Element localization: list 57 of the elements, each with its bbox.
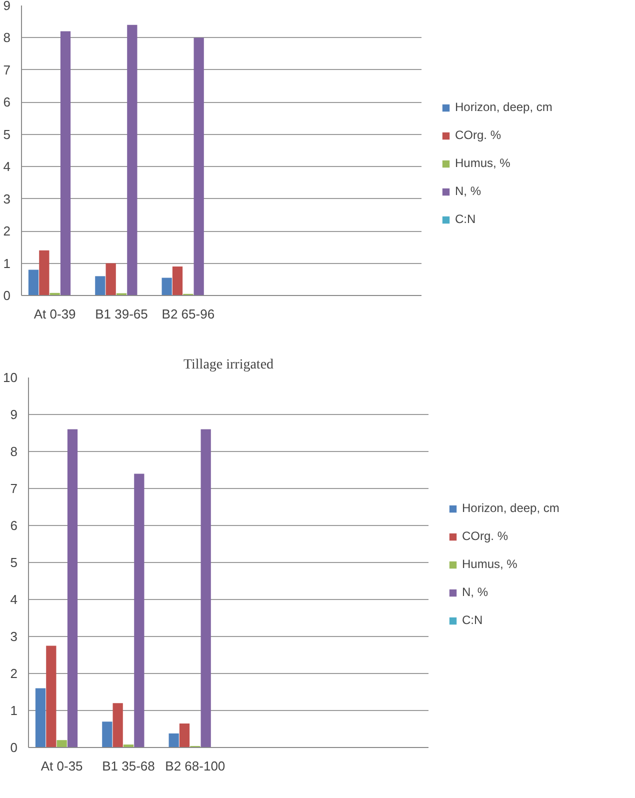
bar <box>168 733 179 748</box>
y-tick-label: 10 <box>3 370 18 385</box>
y-tick-label: 8 <box>10 444 18 459</box>
legend-label: N, % <box>455 184 482 198</box>
y-tick-label: 5 <box>3 126 11 142</box>
y-tick-label: 9 <box>10 407 18 422</box>
bar <box>102 722 112 748</box>
legend-label: C:N <box>455 212 476 226</box>
bar <box>112 703 123 748</box>
y-tick-label: 6 <box>10 518 18 533</box>
y-tick-label: 1 <box>3 256 11 271</box>
bar <box>56 740 67 748</box>
y-tick-label: 2 <box>10 666 18 681</box>
legend-label: COrg. % <box>455 128 502 142</box>
x-tick-label: At 0-39 <box>34 306 76 322</box>
y-tick-label: 4 <box>3 159 11 174</box>
legend-label: Horizon, deep, cm <box>455 100 552 114</box>
bar <box>46 646 56 748</box>
y-tick-label: 7 <box>10 481 18 496</box>
legend-label: Horizon, deep, cm <box>462 501 560 515</box>
legend-label: Humus, % <box>462 557 518 571</box>
bar <box>200 429 211 748</box>
y-tick-label: 3 <box>10 629 18 644</box>
legend-label: C:N <box>462 613 483 627</box>
legend-label: N, % <box>462 585 488 599</box>
legend-label: COrg. % <box>462 529 508 543</box>
y-tick-label: 6 <box>3 94 11 110</box>
legend-label: Humus, % <box>455 156 510 170</box>
x-tick-label: B2 65-96 <box>162 306 215 322</box>
x-tick-label: B2 68-100 <box>165 758 226 774</box>
y-tick-label: 3 <box>3 191 11 206</box>
bar <box>67 429 78 748</box>
bar <box>172 266 183 296</box>
bar <box>60 31 71 296</box>
y-tick-label: 8 <box>3 30 11 46</box>
bar <box>28 270 39 296</box>
y-tick-label: 1 <box>10 703 18 718</box>
bar <box>95 276 106 296</box>
x-tick-label: At 0-35 <box>40 758 83 774</box>
y-tick-label: 2 <box>3 224 11 239</box>
y-tick-label: 0 <box>10 740 18 755</box>
y-tick-label: 5 <box>10 555 18 570</box>
bar <box>39 250 50 296</box>
y-tick-label: 7 <box>3 62 11 78</box>
bar <box>35 688 46 748</box>
bar <box>134 474 144 748</box>
x-tick-label: B1 35-68 <box>102 758 155 774</box>
bar <box>194 38 204 296</box>
bar <box>179 723 190 748</box>
y-tick-label: 4 <box>10 592 18 607</box>
bar <box>127 24 138 296</box>
x-tick-label: B1 39-65 <box>95 306 148 322</box>
y-tick-label: 0 <box>3 288 11 303</box>
chart-title: Tillage irrigated <box>183 358 274 372</box>
bar <box>106 263 116 296</box>
bar <box>162 278 172 296</box>
y-tick-label: 9 <box>3 0 11 13</box>
